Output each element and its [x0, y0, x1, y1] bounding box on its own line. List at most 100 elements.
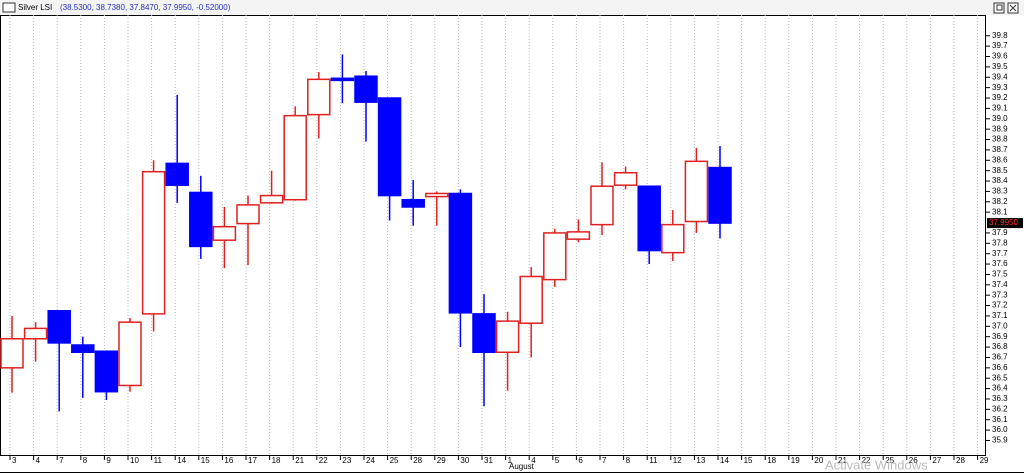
candle-body [637, 185, 661, 252]
candle-body [259, 194, 284, 204]
y-tick-label: 39.7 [992, 41, 1008, 50]
y-tick-label: 36.2 [992, 404, 1008, 413]
close-icon [1009, 4, 1017, 12]
x-tick-label: 6 [578, 456, 583, 465]
candle-body [377, 97, 402, 197]
x-tick-label: 10 [130, 456, 139, 465]
y-tick-label: 38.6 [992, 155, 1008, 164]
x-tick-label: 4 [36, 456, 41, 465]
y-tick-label: 37.8 [992, 238, 1008, 247]
x-tick-label: 18 [272, 456, 281, 465]
candle-body [189, 191, 213, 248]
y-tick-label: 38.7 [992, 145, 1008, 154]
candle-body [141, 170, 166, 315]
y-tick-label: 37.4 [992, 280, 1008, 289]
y-tick-label: 37.9 [992, 228, 1008, 237]
y-tick-label: 36.4 [992, 384, 1008, 393]
x-tick-label: 15 [201, 456, 210, 465]
candle-body [448, 192, 473, 314]
x-tick-label: 30 [460, 456, 469, 465]
x-tick-label: 5 [555, 456, 560, 465]
x-tick-label: 15 [744, 456, 753, 465]
y-tick-label: 39.6 [992, 52, 1008, 61]
y-tick-label: 38.4 [992, 176, 1008, 185]
candle-body [495, 320, 520, 354]
x-tick-label: 29 [437, 456, 446, 465]
y-tick-label: 38.1 [992, 207, 1008, 216]
x-tick-label: 28 [956, 456, 965, 465]
y-tick-label: 38.9 [992, 124, 1008, 133]
x-tick-label: 31 [484, 456, 493, 465]
y-tick-label: 39.1 [992, 104, 1008, 113]
y-tick-label: 37.7 [992, 249, 1008, 258]
x-tick-label: 17 [248, 456, 257, 465]
x-tick-label: 29 [980, 456, 989, 465]
y-tick-label: 37.0 [992, 321, 1008, 330]
y-tick-label: 39.2 [992, 93, 1008, 102]
x-tick-label: 20 [814, 456, 823, 465]
ohlc-readout: (38.5300, 38.7380, 37.8470, 37.9950, -0.… [60, 3, 231, 12]
y-tick-label: 35.9 [992, 436, 1008, 445]
candle-body [613, 171, 638, 186]
x-tick-label: 21 [295, 456, 304, 465]
x-tick-label: 23 [342, 456, 351, 465]
y-tick-label: 36.0 [992, 425, 1008, 434]
x-tick-label: 22 [319, 456, 328, 465]
x-tick-label: 13 [696, 456, 705, 465]
month-label: August [509, 462, 535, 471]
candle-body [283, 114, 307, 201]
x-tick-label: 9 [106, 456, 111, 465]
watermark: Activate Windows [825, 457, 928, 472]
y-tick-label: 39.5 [992, 62, 1008, 71]
plot-frame [0, 15, 986, 456]
candle-body [590, 185, 614, 226]
y-tick-label: 36.5 [992, 373, 1008, 382]
maximize-icon [996, 4, 1003, 11]
window-icon [2, 2, 16, 13]
x-tick-label: 25 [885, 456, 894, 465]
candle-body [236, 204, 260, 225]
y-tick-label: 36.1 [992, 415, 1008, 424]
y-tick-label: 39.3 [992, 83, 1008, 92]
x-tick-label: 24 [366, 456, 375, 465]
y-tick-label: 38.2 [992, 197, 1008, 206]
x-tick-label: 12 [673, 456, 682, 465]
x-tick-label: 16 [224, 456, 233, 465]
candle-body [330, 77, 355, 82]
y-tick-label: 37.1 [992, 311, 1008, 320]
x-tick-label: 28 [413, 456, 422, 465]
candle-body [307, 78, 331, 116]
candle-body [47, 310, 71, 344]
x-tick-label: 8 [83, 456, 88, 465]
candle-body [0, 338, 24, 369]
y-tick-label: 36.9 [992, 332, 1008, 341]
y-tick-label: 36.8 [992, 342, 1008, 351]
candle-body [401, 198, 425, 208]
x-tick-label: 7 [602, 456, 607, 465]
x-tick-label: 8 [626, 456, 631, 465]
x-tick-label: 26 [909, 456, 918, 465]
y-tick-label: 37.6 [992, 259, 1008, 268]
price-marker-box [987, 218, 1023, 229]
y-tick-label: 38.8 [992, 135, 1008, 144]
candle-body [519, 275, 543, 324]
y-tick-label: 39.4 [992, 72, 1008, 81]
candle-body [566, 231, 591, 240]
x-tick-label: 3 [12, 456, 17, 465]
y-tick-label: 37.2 [992, 301, 1008, 310]
maximize-button[interactable] [993, 2, 1005, 14]
x-tick-label: 7 [59, 456, 64, 465]
x-tick-label: 25 [390, 456, 399, 465]
x-tick-label: 14 [720, 456, 729, 465]
x-tick-label: 19 [791, 456, 800, 465]
x-tick-label: 21 [838, 456, 847, 465]
y-tick-label: 38.3 [992, 187, 1008, 196]
candle-body [71, 344, 95, 354]
x-tick-label: 11 [649, 456, 658, 465]
candle-body [425, 192, 449, 198]
x-tick-label: 11 [154, 456, 163, 465]
x-tick-label: 4 [531, 456, 536, 465]
chart-title: Silver LSI [18, 3, 52, 12]
